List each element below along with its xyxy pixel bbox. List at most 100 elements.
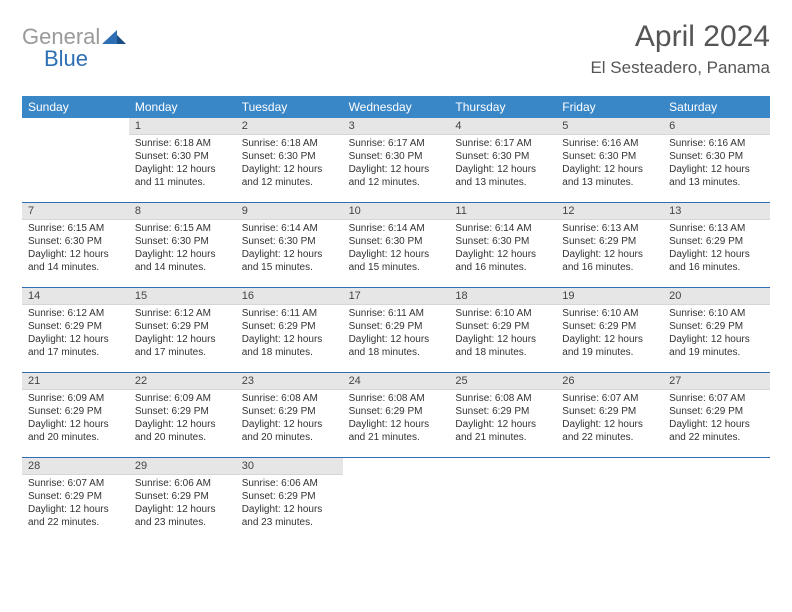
daylight-text: and 13 minutes.	[669, 176, 764, 189]
daylight-text: Daylight: 12 hours	[349, 333, 444, 346]
sunset-text: Sunset: 6:29 PM	[135, 405, 230, 418]
daylight-text: and 22 minutes.	[562, 431, 657, 444]
cell-body: Sunrise: 6:06 AMSunset: 6:29 PMDaylight:…	[236, 475, 343, 535]
sunset-text: Sunset: 6:29 PM	[28, 490, 123, 503]
daylight-text: Daylight: 12 hours	[135, 333, 230, 346]
weekday-sun: Sunday	[22, 96, 129, 118]
daylight-text	[349, 502, 444, 515]
sunset-text: Sunset: 6:29 PM	[242, 490, 337, 503]
cell-body: Sunrise: 6:18 AMSunset: 6:30 PMDaylight:…	[129, 135, 236, 195]
cell-body: Sunrise: 6:11 AMSunset: 6:29 PMDaylight:…	[343, 305, 450, 365]
cell-body: Sunrise: 6:06 AMSunset: 6:29 PMDaylight:…	[129, 475, 236, 535]
day-number: 6	[663, 118, 770, 135]
cell-body: Sunrise: 6:07 AMSunset: 6:29 PMDaylight:…	[22, 475, 129, 535]
calendar-cell: 2Sunrise: 6:18 AMSunset: 6:30 PMDaylight…	[236, 118, 343, 202]
sunrise-text	[562, 476, 657, 489]
weekday-wed: Wednesday	[343, 96, 450, 118]
cell-body: Sunrise: 6:07 AMSunset: 6:29 PMDaylight:…	[663, 390, 770, 450]
daylight-text: and 16 minutes.	[669, 261, 764, 274]
cell-body: Sunrise: 6:14 AMSunset: 6:30 PMDaylight:…	[343, 220, 450, 280]
daylight-text: and 21 minutes.	[455, 431, 550, 444]
day-number: 28	[22, 458, 129, 475]
sunset-text: Sunset: 6:30 PM	[349, 150, 444, 163]
cell-body: Sunrise: 6:08 AMSunset: 6:29 PMDaylight:…	[236, 390, 343, 450]
cell-body	[449, 474, 556, 534]
sunrise-text: Sunrise: 6:08 AM	[242, 392, 337, 405]
cell-body: Sunrise: 6:10 AMSunset: 6:29 PMDaylight:…	[449, 305, 556, 365]
cell-body: Sunrise: 6:10 AMSunset: 6:29 PMDaylight:…	[556, 305, 663, 365]
sunset-text: Sunset: 6:29 PM	[242, 405, 337, 418]
daylight-text: and 18 minutes.	[242, 346, 337, 359]
daylight-text: Daylight: 12 hours	[135, 418, 230, 431]
day-number: 10	[343, 203, 450, 220]
daylight-text: Daylight: 12 hours	[669, 418, 764, 431]
day-number: 14	[22, 288, 129, 305]
weekday-header: Sunday Monday Tuesday Wednesday Thursday…	[22, 96, 770, 118]
weekday-sat: Saturday	[663, 96, 770, 118]
sunrise-text: Sunrise: 6:16 AM	[562, 137, 657, 150]
sunrise-text: Sunrise: 6:14 AM	[455, 222, 550, 235]
sunrise-text: Sunrise: 6:08 AM	[349, 392, 444, 405]
sunset-text: Sunset: 6:30 PM	[349, 235, 444, 248]
sunrise-text: Sunrise: 6:10 AM	[669, 307, 764, 320]
sunset-text: Sunset: 6:29 PM	[455, 405, 550, 418]
sunset-text: Sunset: 6:29 PM	[28, 405, 123, 418]
sunrise-text: Sunrise: 6:12 AM	[135, 307, 230, 320]
sunset-text: Sunset: 6:29 PM	[349, 320, 444, 333]
daylight-text: and 19 minutes.	[562, 346, 657, 359]
logo-mark-icon	[102, 30, 126, 48]
sunrise-text: Sunrise: 6:07 AM	[562, 392, 657, 405]
daylight-text: Daylight: 12 hours	[669, 248, 764, 261]
calendar-cell: 29Sunrise: 6:06 AMSunset: 6:29 PMDayligh…	[129, 458, 236, 542]
sunset-text	[349, 489, 444, 502]
cell-body: Sunrise: 6:18 AMSunset: 6:30 PMDaylight:…	[236, 135, 343, 195]
daylight-text: and 22 minutes.	[28, 516, 123, 529]
weekday-fri: Friday	[556, 96, 663, 118]
sunset-text: Sunset: 6:30 PM	[242, 235, 337, 248]
sunset-text: Sunset: 6:29 PM	[669, 405, 764, 418]
daylight-text: Daylight: 12 hours	[28, 503, 123, 516]
weekday-tue: Tuesday	[236, 96, 343, 118]
cell-body: Sunrise: 6:15 AMSunset: 6:30 PMDaylight:…	[129, 220, 236, 280]
cell-body: Sunrise: 6:09 AMSunset: 6:29 PMDaylight:…	[22, 390, 129, 450]
daylight-text: and 13 minutes.	[562, 176, 657, 189]
sunrise-text: Sunrise: 6:15 AM	[135, 222, 230, 235]
logo-text-blue: Blue	[44, 48, 126, 70]
day-number: 30	[236, 458, 343, 475]
day-number: 23	[236, 373, 343, 390]
calendar: Sunday Monday Tuesday Wednesday Thursday…	[22, 96, 770, 542]
daylight-text: Daylight: 12 hours	[455, 333, 550, 346]
sunset-text: Sunset: 6:30 PM	[455, 150, 550, 163]
daylight-text: Daylight: 12 hours	[242, 418, 337, 431]
sunset-text: Sunset: 6:29 PM	[669, 320, 764, 333]
sunset-text: Sunset: 6:30 PM	[562, 150, 657, 163]
sunrise-text: Sunrise: 6:10 AM	[562, 307, 657, 320]
day-number: 16	[236, 288, 343, 305]
cell-body: Sunrise: 6:12 AMSunset: 6:29 PMDaylight:…	[22, 305, 129, 365]
cell-body: Sunrise: 6:08 AMSunset: 6:29 PMDaylight:…	[343, 390, 450, 450]
cell-body: Sunrise: 6:10 AMSunset: 6:29 PMDaylight:…	[663, 305, 770, 365]
daylight-text: and 20 minutes.	[28, 431, 123, 444]
daylight-text: Daylight: 12 hours	[349, 248, 444, 261]
day-number: 17	[343, 288, 450, 305]
calendar-cell	[343, 458, 450, 542]
cell-body: Sunrise: 6:08 AMSunset: 6:29 PMDaylight:…	[449, 390, 556, 450]
daylight-text	[28, 175, 123, 188]
sunrise-text: Sunrise: 6:18 AM	[242, 137, 337, 150]
calendar-cell: 3Sunrise: 6:17 AMSunset: 6:30 PMDaylight…	[343, 118, 450, 202]
daylight-text	[455, 515, 550, 528]
day-number: 1	[129, 118, 236, 135]
calendar-week: 7Sunrise: 6:15 AMSunset: 6:30 PMDaylight…	[22, 203, 770, 288]
day-number: 25	[449, 373, 556, 390]
cell-body	[343, 474, 450, 534]
daylight-text: Daylight: 12 hours	[562, 248, 657, 261]
calendar-cell: 4Sunrise: 6:17 AMSunset: 6:30 PMDaylight…	[449, 118, 556, 202]
sunrise-text: Sunrise: 6:11 AM	[242, 307, 337, 320]
cell-body	[663, 474, 770, 534]
daylight-text: and 21 minutes.	[349, 431, 444, 444]
day-number	[22, 118, 129, 134]
calendar-cell: 21Sunrise: 6:09 AMSunset: 6:29 PMDayligh…	[22, 373, 129, 457]
logo-text-general: General	[22, 26, 100, 48]
header: GeneralBlue April 2024 El Sesteadero, Pa…	[22, 20, 770, 78]
calendar-week: 21Sunrise: 6:09 AMSunset: 6:29 PMDayligh…	[22, 373, 770, 458]
